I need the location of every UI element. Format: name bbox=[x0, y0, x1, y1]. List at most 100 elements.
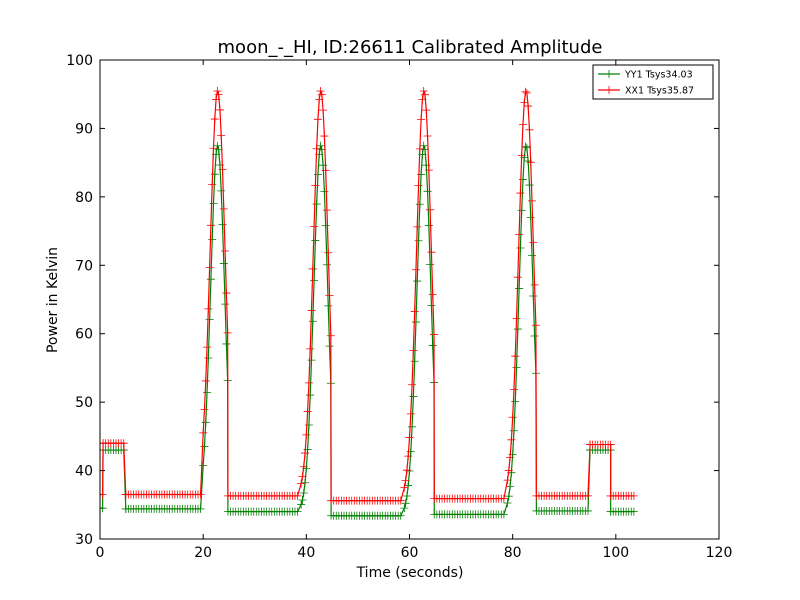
data-point-marker bbox=[414, 236, 423, 245]
x-tick-label: 60 bbox=[401, 545, 419, 561]
data-point-marker bbox=[322, 260, 331, 269]
y-tick-label: 70 bbox=[75, 258, 93, 274]
data-point-marker bbox=[308, 264, 317, 273]
data-point-marker bbox=[312, 200, 321, 209]
legend-label: YY1 Tsys34.03 bbox=[624, 70, 693, 81]
data-point-marker bbox=[409, 392, 418, 401]
data-point-marker bbox=[209, 144, 218, 153]
data-point-marker bbox=[310, 222, 319, 231]
data-point-marker bbox=[100, 490, 107, 499]
data-point-marker bbox=[424, 166, 433, 175]
y-tick-label: 90 bbox=[75, 121, 93, 137]
data-point-marker bbox=[208, 235, 217, 244]
data-point-marker bbox=[307, 306, 316, 315]
data-point-marker bbox=[529, 238, 538, 247]
data-point-marker bbox=[317, 90, 326, 99]
data-point-marker bbox=[301, 449, 310, 458]
data-point-marker bbox=[526, 158, 535, 167]
data-point-marker bbox=[413, 277, 422, 286]
data-point-marker bbox=[409, 346, 418, 355]
data-point-marker bbox=[196, 490, 205, 499]
data-point-marker bbox=[301, 478, 310, 487]
data-point-marker bbox=[515, 230, 524, 239]
data-point-marker bbox=[402, 466, 411, 475]
data-point-marker bbox=[401, 476, 410, 485]
data-point-marker bbox=[525, 125, 534, 134]
data-point-marker bbox=[423, 131, 432, 140]
y-tick-label: 100 bbox=[66, 53, 93, 69]
x-axis-label: Time (seconds) bbox=[356, 565, 464, 581]
data-point-marker bbox=[293, 507, 302, 516]
legend-marker bbox=[605, 70, 613, 78]
legend-marker bbox=[605, 86, 613, 94]
chart-title: moon_-_HI, ID:26611 Calibrated Amplitude bbox=[218, 37, 603, 58]
data-point-marker bbox=[400, 483, 409, 492]
data-point-marker bbox=[319, 106, 328, 115]
data-point-marker bbox=[206, 275, 215, 284]
data-point-marker bbox=[531, 321, 540, 330]
data-point-marker bbox=[522, 88, 531, 97]
data-point-marker bbox=[513, 273, 522, 282]
data-point-marker bbox=[306, 391, 315, 400]
data-point-marker bbox=[201, 376, 210, 385]
data-point-marker bbox=[408, 422, 417, 431]
data-point-marker bbox=[307, 356, 316, 365]
data-point-marker bbox=[419, 87, 428, 96]
data-point-marker bbox=[203, 388, 212, 397]
data-point-marker bbox=[299, 488, 308, 497]
data-point-marker bbox=[629, 507, 638, 516]
data-point-marker bbox=[512, 363, 521, 372]
data-point-marker bbox=[217, 131, 226, 140]
data-point-marker bbox=[509, 385, 518, 394]
data-point-marker bbox=[517, 206, 526, 215]
data-point-marker bbox=[204, 304, 213, 313]
data-point-marker bbox=[325, 342, 334, 351]
data-point-marker bbox=[100, 504, 107, 513]
x-tick-label: 0 bbox=[96, 545, 105, 561]
data-point-marker bbox=[293, 491, 302, 500]
data-point-marker bbox=[316, 87, 325, 96]
data-point-marker bbox=[521, 142, 530, 151]
data-point-marker bbox=[518, 120, 527, 129]
data-point-marker bbox=[222, 289, 231, 298]
data-point-marker bbox=[298, 495, 307, 504]
data-point-marker bbox=[222, 339, 231, 348]
data-point-marker bbox=[401, 499, 410, 508]
data-point-marker bbox=[529, 291, 538, 300]
data-point-marker bbox=[312, 144, 321, 153]
data-point-marker bbox=[511, 397, 520, 406]
data-point-marker bbox=[203, 343, 212, 352]
data-point-marker bbox=[419, 141, 428, 150]
data-point-marker bbox=[306, 344, 315, 353]
data-point-marker bbox=[420, 90, 429, 99]
series-markers bbox=[100, 87, 638, 505]
data-point-marker bbox=[320, 132, 329, 141]
data-point-marker bbox=[406, 409, 415, 418]
data-point-marker bbox=[583, 491, 592, 500]
data-point-marker bbox=[415, 200, 424, 209]
data-point-marker bbox=[196, 504, 205, 513]
data-point-marker bbox=[506, 453, 515, 462]
y-tick-label: 40 bbox=[75, 464, 93, 480]
data-point-marker bbox=[325, 291, 334, 300]
data-point-marker bbox=[427, 248, 436, 257]
data-point-marker bbox=[396, 496, 405, 505]
data-point-marker bbox=[223, 328, 232, 337]
data-point-marker bbox=[221, 300, 230, 309]
data-point-marker bbox=[324, 301, 333, 310]
data-point-marker bbox=[515, 284, 524, 293]
data-point-marker bbox=[583, 506, 592, 515]
data-point-marker bbox=[199, 428, 208, 437]
data-point-marker bbox=[530, 280, 539, 289]
data-point-marker bbox=[414, 181, 423, 190]
x-tick-label: 40 bbox=[297, 545, 315, 561]
data-point-marker bbox=[404, 481, 413, 490]
data-point-marker bbox=[208, 180, 217, 189]
data-point-marker bbox=[415, 144, 424, 153]
plot-layer bbox=[100, 87, 638, 520]
data-point-marker bbox=[322, 206, 331, 215]
data-point-marker bbox=[513, 325, 522, 334]
data-point-marker bbox=[504, 492, 513, 501]
